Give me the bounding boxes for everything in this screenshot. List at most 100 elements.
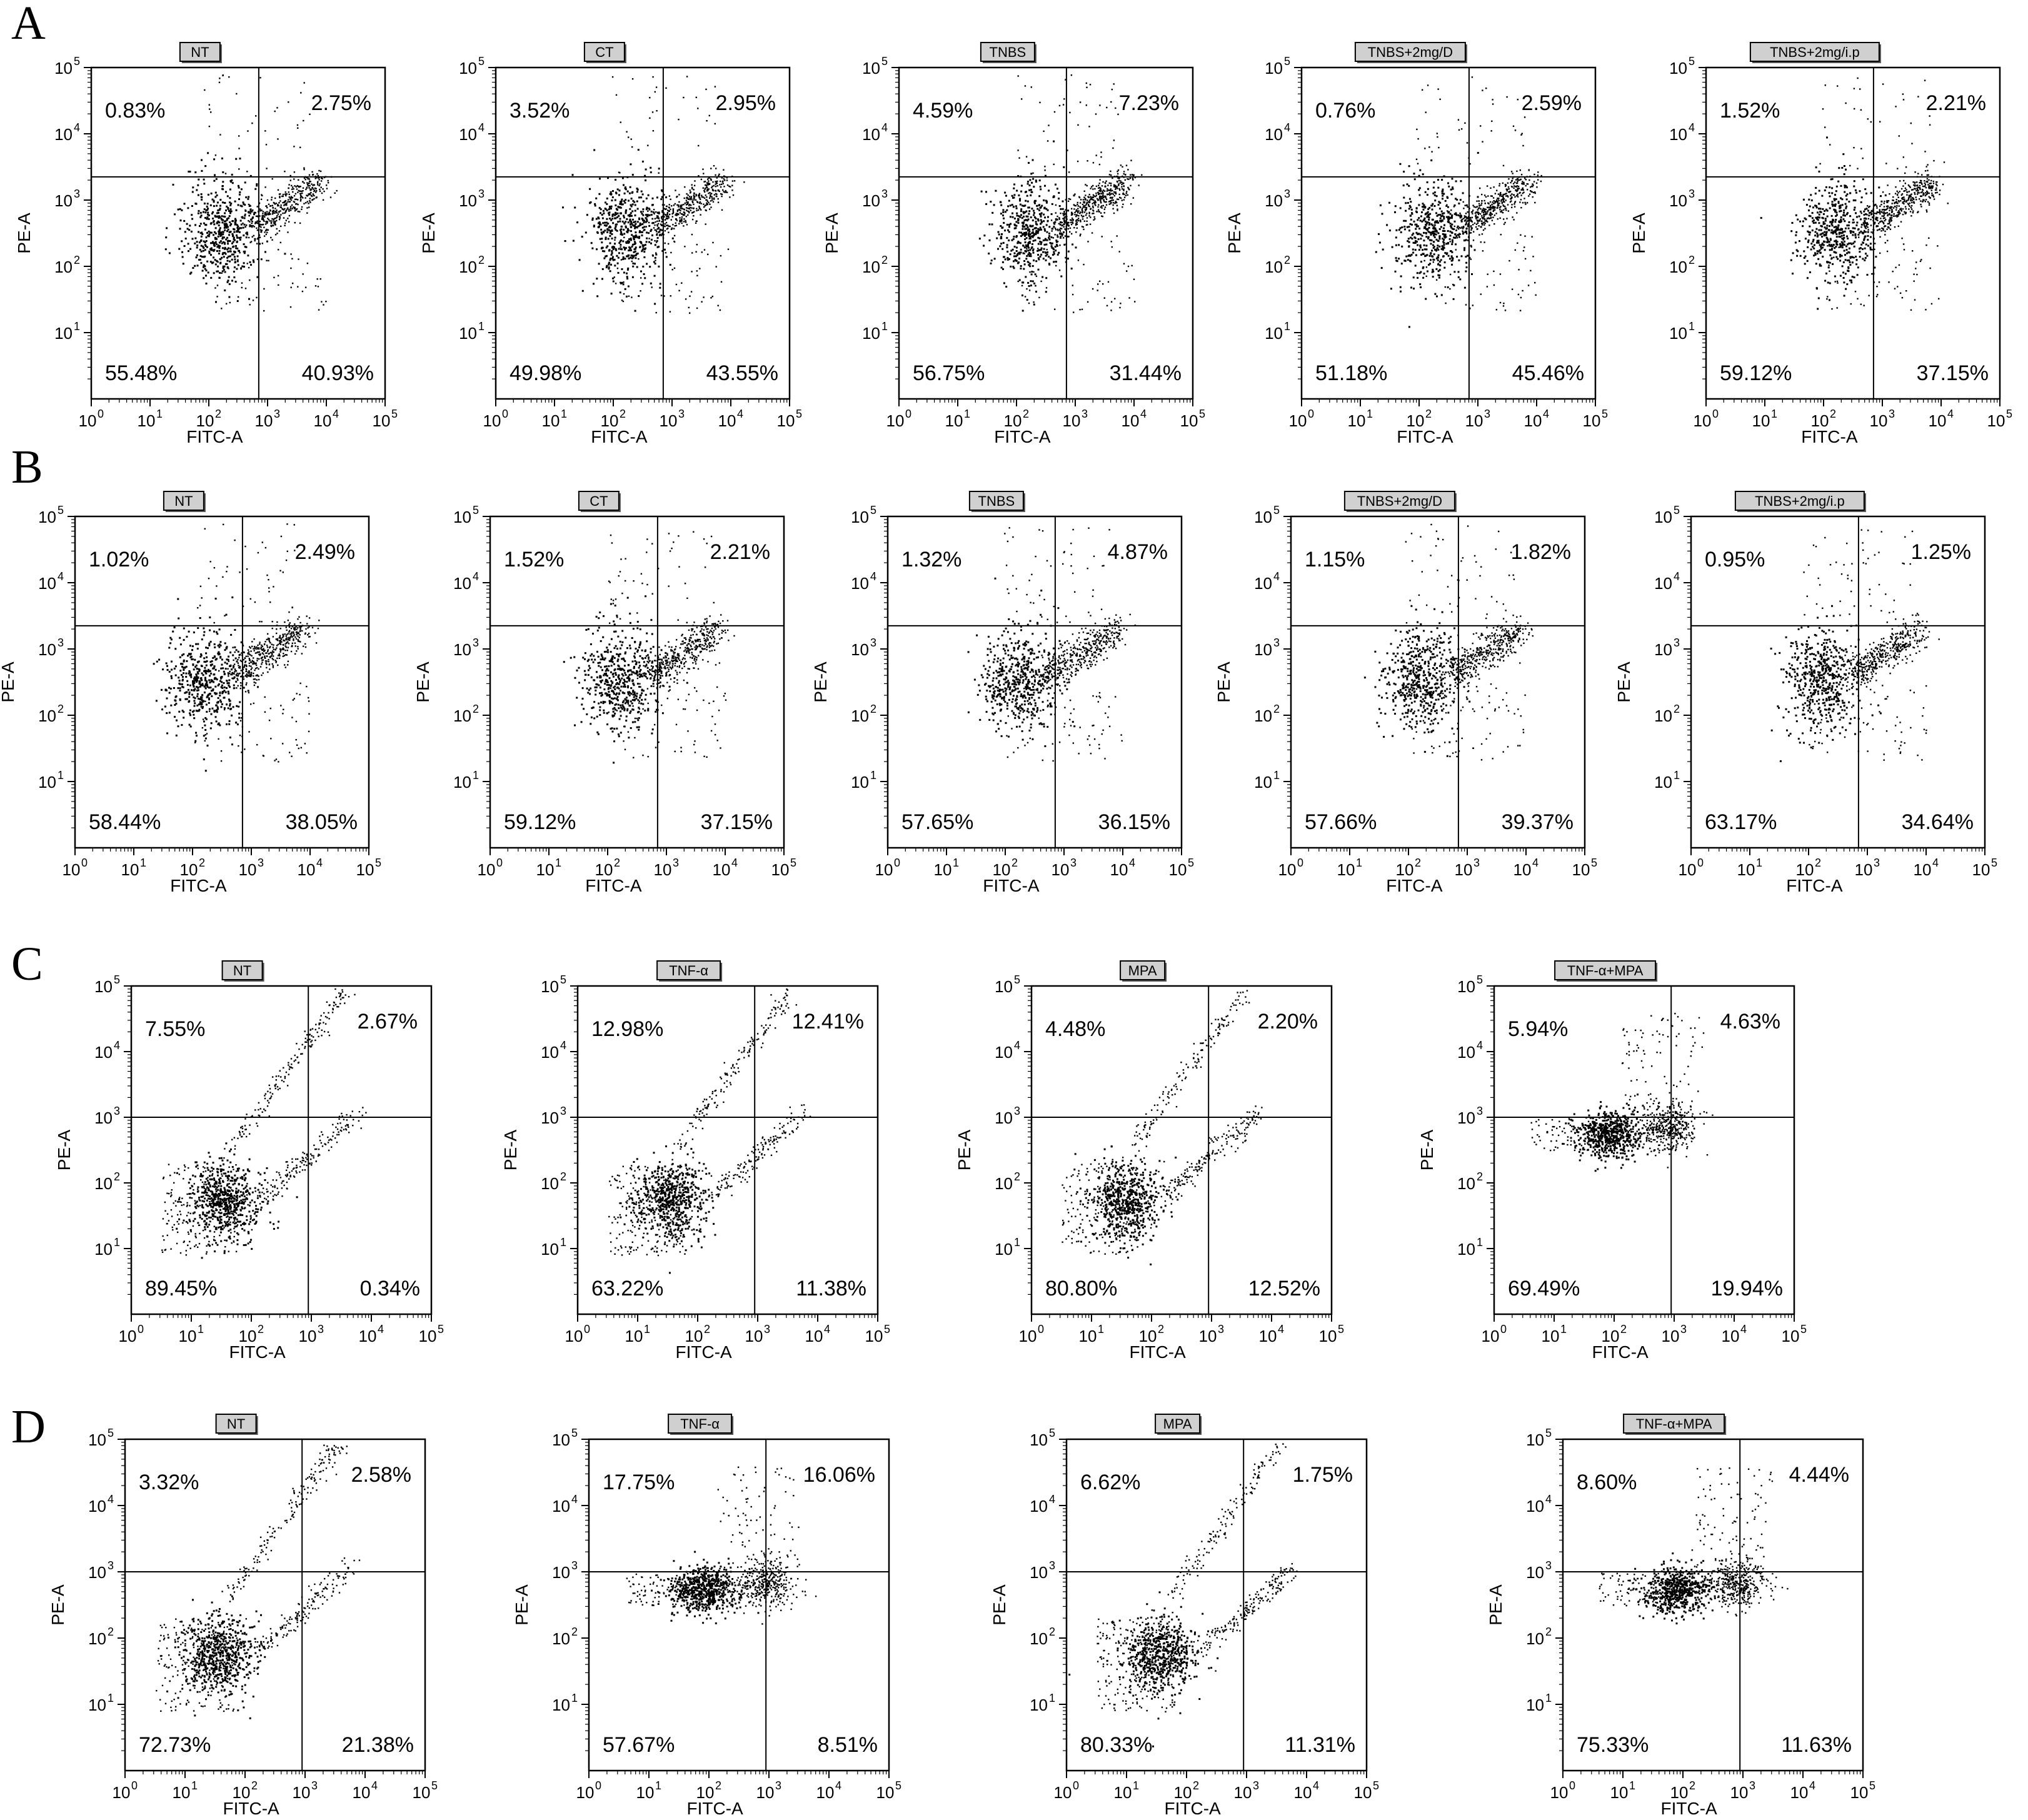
event-dot	[1036, 223, 1038, 226]
event-dot	[1417, 225, 1419, 228]
event-dot	[1459, 216, 1462, 219]
event-dot	[1063, 166, 1065, 168]
event-dot	[1020, 208, 1023, 211]
event-dot	[1437, 248, 1440, 251]
event-dot	[1122, 192, 1124, 194]
event-dot	[1065, 257, 1067, 259]
event-dot	[1423, 204, 1425, 206]
event-dot	[1842, 214, 1845, 216]
event-dot	[633, 241, 636, 243]
event-dot	[1422, 208, 1425, 211]
event-dot	[1033, 201, 1036, 203]
event-dot	[1493, 186, 1495, 188]
event-dot	[210, 247, 213, 249]
event-dot	[319, 170, 322, 173]
event-dot	[628, 295, 630, 297]
event-dot	[1098, 187, 1100, 189]
event-dot	[625, 226, 627, 229]
event-dot	[1440, 294, 1443, 296]
event-dot	[219, 240, 222, 243]
event-dot	[264, 216, 266, 218]
y-tick-base: 10	[862, 125, 880, 144]
event-dot	[221, 256, 223, 259]
event-dot	[204, 217, 206, 219]
event-dot	[1023, 225, 1026, 228]
event-dot	[1482, 229, 1485, 231]
event-dot	[203, 208, 206, 211]
event-dot	[1105, 182, 1107, 184]
event-dot	[1025, 250, 1027, 253]
event-dot	[1515, 189, 1517, 191]
event-dot	[302, 181, 304, 183]
y-tick-label: 10 3	[54, 188, 80, 210]
event-dot	[1002, 214, 1004, 217]
event-dot	[1073, 208, 1075, 210]
event-dot	[1448, 220, 1450, 222]
event-dot	[1455, 229, 1457, 231]
event-dot	[634, 250, 636, 253]
event-dot	[1028, 302, 1030, 304]
event-dot	[1852, 221, 1854, 224]
event-dot	[222, 241, 224, 243]
event-dot	[671, 237, 674, 239]
event-dot	[1025, 234, 1027, 236]
event-dot	[321, 192, 323, 194]
event-dot	[316, 182, 319, 184]
event-dot	[263, 226, 265, 228]
event-dot	[1013, 236, 1015, 238]
event-dot	[1039, 101, 1041, 104]
event-dot	[1812, 220, 1814, 223]
plot-title: TNBS	[980, 42, 1037, 63]
event-dot	[1083, 220, 1085, 222]
event-dot	[1519, 309, 1522, 311]
event-dot	[1829, 186, 1831, 189]
event-dot	[295, 203, 297, 205]
event-dot	[993, 258, 996, 260]
event-dot	[1442, 214, 1444, 217]
x-tick-label: 10 5	[1180, 408, 1205, 430]
event-dot	[278, 284, 279, 286]
event-dot	[271, 220, 273, 222]
event-dot	[728, 185, 730, 188]
event-dot	[695, 251, 697, 253]
event-dot	[1019, 216, 1022, 218]
event-dot	[279, 193, 281, 195]
event-dot	[1432, 186, 1435, 189]
event-dot	[1516, 212, 1518, 214]
event-dot	[1086, 184, 1088, 187]
event-dot	[612, 190, 614, 192]
event-dot	[611, 215, 614, 217]
event-dot	[620, 201, 622, 203]
event-dot	[609, 234, 611, 237]
x-tick-base: 10	[255, 411, 273, 430]
event-dot	[1018, 241, 1020, 244]
event-dot	[646, 231, 648, 234]
event-dot	[1415, 241, 1418, 243]
event-dot	[694, 180, 696, 182]
event-dot	[1530, 191, 1532, 193]
event-dot	[1001, 261, 1004, 263]
event-dot	[1094, 218, 1096, 220]
event-dot	[1443, 233, 1445, 236]
event-dot	[1514, 201, 1516, 203]
event-dot	[663, 194, 665, 196]
event-dot	[228, 283, 231, 285]
event-dot	[1462, 230, 1463, 232]
event-dot	[1021, 98, 1023, 100]
event-dot	[699, 201, 701, 203]
event-dot	[1063, 214, 1066, 216]
event-dot	[611, 233, 613, 235]
event-dot	[606, 209, 608, 211]
event-dot	[1053, 163, 1055, 166]
event-dot	[1398, 244, 1400, 246]
event-dot	[1035, 260, 1038, 263]
event-dot	[1808, 214, 1810, 217]
event-dot	[1513, 203, 1515, 205]
event-dot	[1529, 179, 1530, 181]
event-dot	[605, 238, 607, 240]
event-dot	[1057, 241, 1059, 243]
event-dot	[1123, 263, 1125, 264]
event-dot	[1492, 216, 1494, 218]
event-dot	[615, 283, 617, 284]
event-dot	[310, 192, 312, 194]
